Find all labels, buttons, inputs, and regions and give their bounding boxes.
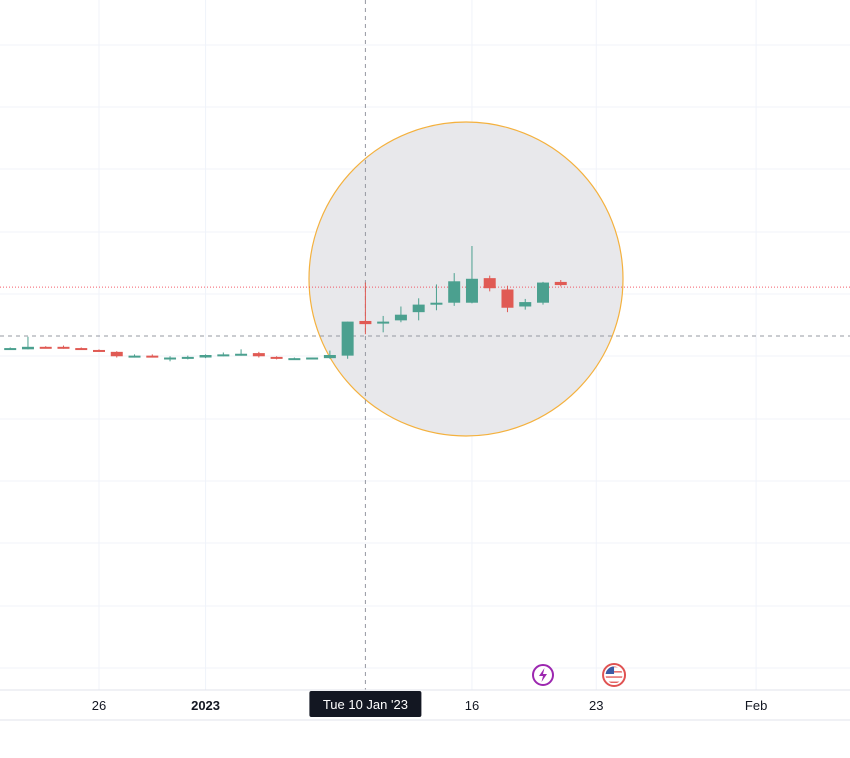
candle-body — [306, 357, 319, 360]
candle-body — [519, 302, 532, 307]
candle-body — [448, 281, 461, 303]
candle-body — [39, 346, 52, 349]
candle-body — [430, 302, 443, 305]
candle — [288, 357, 301, 361]
candle — [519, 298, 532, 310]
candle-body — [110, 351, 123, 357]
candle-body — [57, 346, 70, 349]
x-tick-label: 2023 — [191, 698, 220, 713]
candle-body — [128, 355, 141, 358]
candle-body — [4, 348, 17, 351]
candle — [501, 285, 514, 313]
candle — [465, 246, 478, 304]
candle — [39, 346, 52, 349]
candle — [4, 347, 17, 351]
marker-layer — [532, 663, 627, 687]
candle-body — [270, 356, 283, 359]
candle — [537, 281, 549, 305]
candle-body — [146, 355, 159, 358]
candle-body — [288, 358, 301, 361]
candle-body — [394, 314, 407, 321]
candle — [359, 282, 372, 335]
candle-body — [412, 304, 425, 313]
us-flag — [605, 666, 623, 683]
candle-body — [501, 289, 514, 308]
candle — [93, 349, 105, 352]
candle — [430, 284, 443, 311]
candle — [341, 321, 354, 359]
candle-body — [465, 278, 478, 303]
candle-body — [252, 353, 265, 357]
candle-body — [377, 321, 390, 324]
candle — [146, 354, 159, 358]
candle-body — [554, 281, 567, 286]
crosshair-date-label: Tue 10 Jan '23 — [323, 697, 408, 712]
candle — [75, 347, 88, 351]
candle-body — [199, 355, 212, 358]
candle-body — [181, 356, 194, 359]
candle — [128, 354, 141, 358]
candle-body — [21, 346, 34, 350]
us-flag-icon[interactable] — [602, 663, 627, 687]
lightning-icon[interactable] — [532, 664, 554, 686]
overlay-layer — [0, 0, 850, 690]
candle-body — [483, 278, 496, 289]
candle — [235, 349, 248, 356]
x-tick-label: Feb — [745, 698, 767, 713]
candle — [306, 357, 319, 360]
candle — [448, 273, 461, 306]
candle — [483, 275, 496, 292]
candle — [394, 306, 407, 323]
candle-body — [75, 348, 88, 351]
candle — [181, 355, 194, 360]
candle-body — [93, 349, 105, 352]
candle — [323, 350, 336, 359]
crosshair-date-label-bg — [309, 691, 422, 717]
candle — [57, 345, 70, 349]
candle — [110, 351, 123, 358]
candle — [217, 352, 230, 357]
x-axis: 2620231623Feb7Tue 10 Jan '23 — [0, 689, 850, 721]
candle — [554, 280, 567, 287]
candle-layer — [4, 246, 567, 362]
candle — [164, 356, 177, 362]
candle-body — [537, 282, 549, 303]
candle — [199, 354, 212, 359]
candle-body — [164, 357, 177, 360]
candle-body — [323, 355, 336, 359]
candle — [252, 351, 265, 358]
candle-body — [217, 354, 230, 357]
lightning-bolt — [539, 668, 547, 682]
candle-body — [359, 320, 372, 325]
candle — [21, 336, 34, 350]
candle — [412, 298, 425, 321]
candle-body — [341, 321, 354, 356]
candle-body — [235, 353, 248, 356]
candle — [270, 356, 283, 360]
x-tick-label: 16 — [465, 698, 479, 713]
candle — [377, 315, 390, 333]
x-tick-label: 26 — [92, 698, 106, 713]
x-tick-label: 23 — [589, 698, 603, 713]
